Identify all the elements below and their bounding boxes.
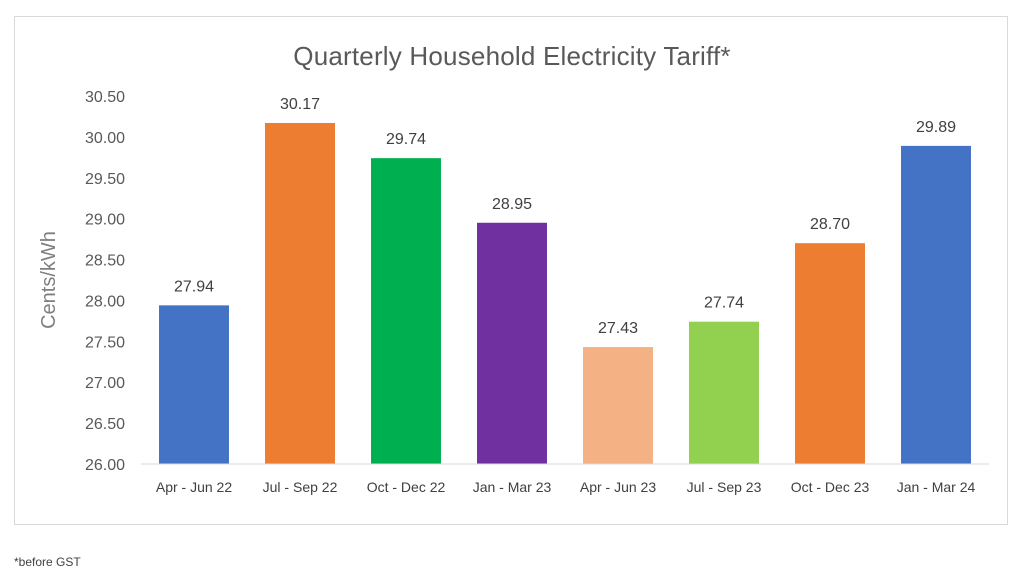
y-tick-label: 26.00 <box>85 457 125 474</box>
category-label: Jul - Sep 22 <box>263 479 338 495</box>
category-label: Oct - Dec 22 <box>367 479 446 495</box>
data-label: 27.74 <box>704 295 744 312</box>
y-axis-title-group: Cents/kWh <box>38 231 60 329</box>
data-label: 28.70 <box>810 216 850 233</box>
data-label: 30.17 <box>280 96 320 113</box>
y-tick-labels: 26.00 26.50 27.00 27.50 28.00 28.50 29.00 29.50… <box>85 89 125 474</box>
data-labels: 27.94 30.17 29.74 28.95 27.43 27.74 28.70 29.89 <box>174 96 956 337</box>
category-label: Oct - Dec 23 <box>791 479 870 495</box>
y-tick-label: 30.00 <box>85 130 125 147</box>
bars <box>159 122 971 464</box>
bar <box>477 222 547 464</box>
y-tick-label: 27.50 <box>85 334 125 351</box>
bar <box>795 243 865 464</box>
footnote: *before GST <box>14 555 81 569</box>
bar <box>689 321 759 464</box>
bar <box>901 145 971 464</box>
category-labels: Apr - Jun 22 Jul - Sep 22 Oct - Dec 22 Jan … <box>156 479 976 495</box>
y-tick-label: 28.50 <box>85 253 125 270</box>
y-axis-title: Cents/kWh <box>38 231 60 329</box>
category-label: Jan - Mar 24 <box>897 479 976 495</box>
data-label: 27.94 <box>174 278 214 295</box>
y-tick-label: 30.50 <box>85 89 125 106</box>
bar-chart: Cents/kWh 26.00 26.50 27.00 27.50 28.00 28.50… <box>38 89 989 495</box>
category-label: Apr - Jun 23 <box>580 479 656 495</box>
category-label: Apr - Jun 22 <box>156 479 232 495</box>
chart-title: Quarterly Household Electricity Tariff* <box>293 41 731 71</box>
y-tick-label: 28.00 <box>85 293 125 310</box>
data-label: 29.89 <box>916 119 956 136</box>
bar <box>159 305 229 464</box>
category-label: Jul - Sep 23 <box>687 479 762 495</box>
data-label: 27.43 <box>598 320 638 337</box>
y-tick-label: 29.00 <box>85 212 125 229</box>
bar <box>371 158 441 464</box>
bar <box>265 122 335 464</box>
category-label: Jan - Mar 23 <box>473 479 552 495</box>
y-tick-label: 27.00 <box>85 375 125 392</box>
chart-frame: Quarterly Household Electricity Tariff* … <box>14 16 1008 525</box>
data-label: 29.74 <box>386 131 426 148</box>
data-label: 28.95 <box>492 196 532 213</box>
bar <box>583 347 653 464</box>
y-tick-label: 26.50 <box>85 416 125 433</box>
y-tick-label: 29.50 <box>85 171 125 188</box>
